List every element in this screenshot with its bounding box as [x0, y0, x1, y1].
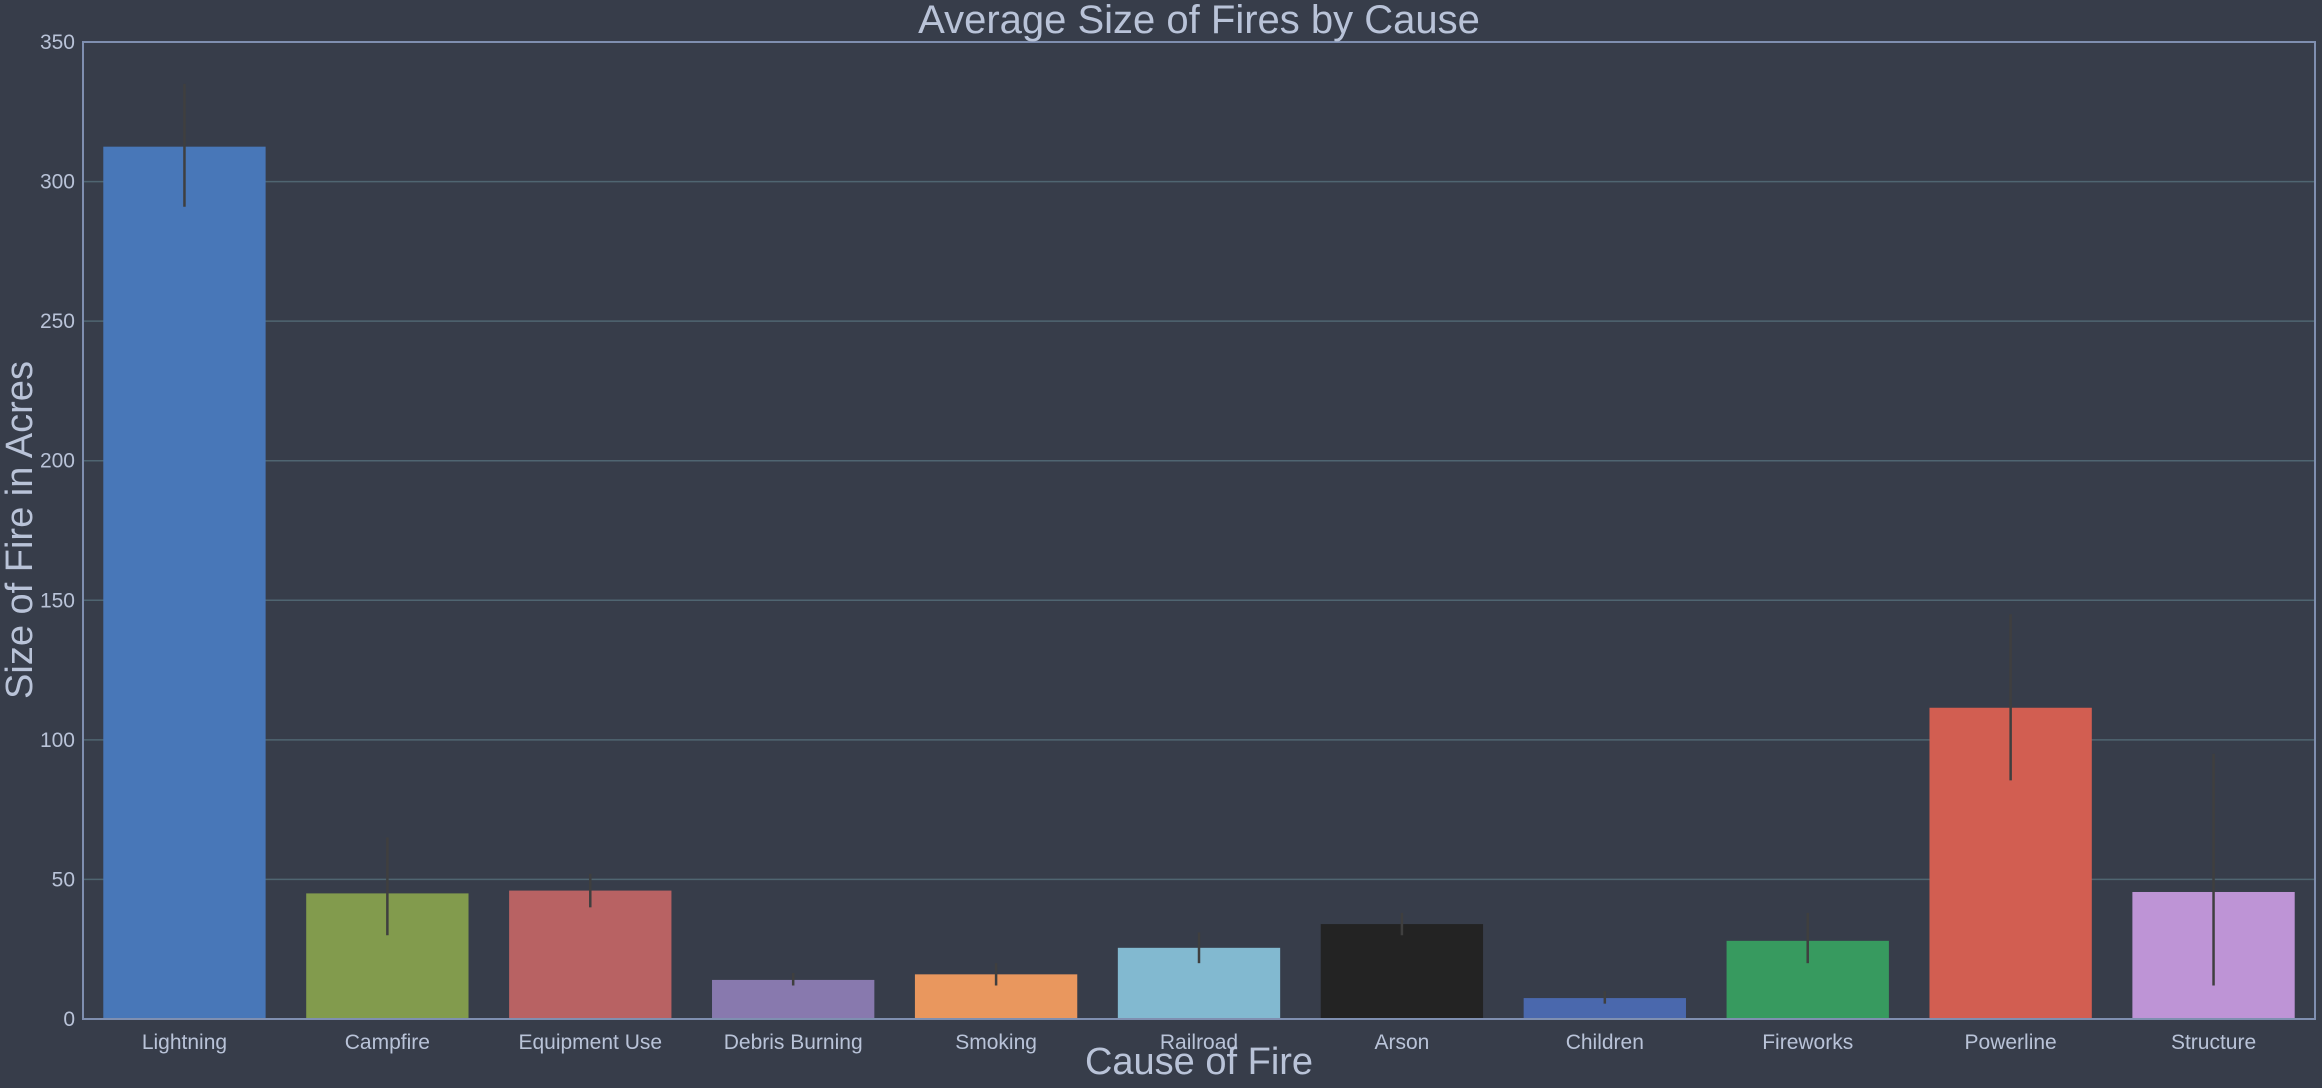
y-tick-label: 0 [63, 1008, 75, 1031]
plot-frame [82, 41, 2316, 1020]
x-axis-ticks: Lightning Campfire Equipment Use Debris Bur… [142, 1031, 2256, 1054]
bars [103, 146, 2295, 1019]
bar-debris-burning [712, 979, 875, 1019]
x-tick-label: Equipment Use [518, 1031, 662, 1054]
x-tick-label: Campfire [345, 1031, 430, 1054]
y-tick-label: 200 [40, 450, 75, 473]
y-tick-label: 300 [40, 171, 75, 194]
y-tick-label: 250 [40, 310, 75, 333]
y-tick-label: 350 [40, 31, 75, 54]
bar-equipment-use [509, 890, 672, 1019]
y-tick-label: 150 [40, 589, 75, 612]
error-bars [183, 83, 2215, 1004]
x-tick-label: Smoking [955, 1031, 1037, 1054]
x-tick-label: Powerline [1965, 1031, 2057, 1054]
x-tick-label: Railroad [1160, 1031, 1238, 1054]
chart-title: Average Size of Fires by Cause [918, 0, 1480, 42]
x-axis-label: Cause of Fire [1085, 1041, 1313, 1083]
x-tick-label: Children [1566, 1031, 1644, 1054]
x-tick-label: Lightning [142, 1031, 227, 1054]
x-tick-label: Fireworks [1762, 1031, 1853, 1054]
x-tick-label: Arson [1374, 1031, 1429, 1054]
bar-arson [1320, 924, 1484, 1019]
x-tick-label: Debris Burning [724, 1031, 863, 1054]
bar-children [1523, 998, 1686, 1019]
bar-lightning [103, 146, 266, 1019]
y-tick-label: 50 [52, 868, 75, 891]
y-tick-label: 100 [40, 729, 75, 752]
y-axis-ticks: 0 50 100 150 200 250 300 350 [40, 31, 75, 1031]
x-tick-label: Structure [2171, 1031, 2256, 1054]
y-axis-label: Size of Fire in Acres [0, 361, 41, 699]
